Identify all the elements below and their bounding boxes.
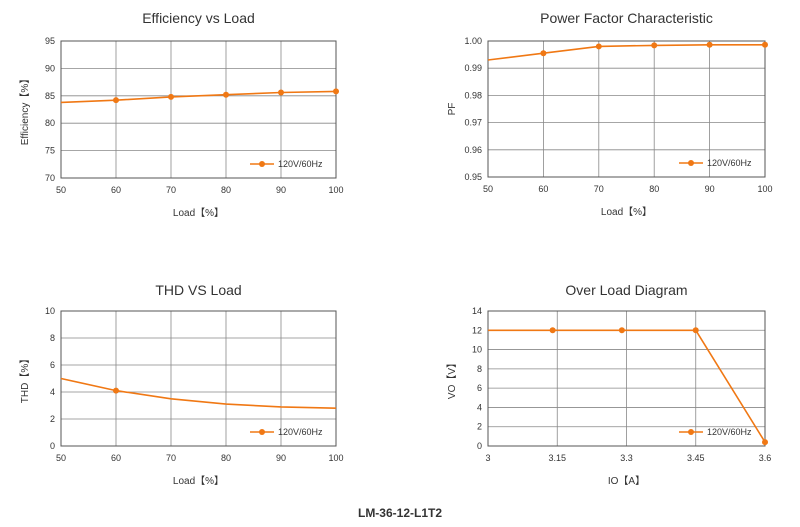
y-tick-label: 95 bbox=[45, 36, 55, 46]
x-tick-label: 3.15 bbox=[548, 453, 566, 463]
data-point bbox=[651, 42, 658, 49]
data-point bbox=[333, 88, 339, 95]
x-tick-label: 70 bbox=[166, 453, 176, 463]
y-tick-label: 80 bbox=[45, 118, 55, 128]
y-tick-label: 0.96 bbox=[464, 145, 482, 155]
x-tick-label: 50 bbox=[483, 184, 493, 194]
x-tick-label: 90 bbox=[276, 185, 286, 195]
y-tick-label: 6 bbox=[50, 360, 55, 370]
legend-label: 120V/60Hz bbox=[707, 158, 752, 168]
y-tick-label: 8 bbox=[50, 333, 55, 343]
y-axis-label: Efficiency【%】 bbox=[19, 74, 31, 146]
x-tick-label: 50 bbox=[56, 453, 66, 463]
x-tick-label: 90 bbox=[705, 184, 715, 194]
legend-marker bbox=[688, 160, 694, 166]
y-tick-label: 0.97 bbox=[464, 118, 482, 128]
y-tick-label: 0.99 bbox=[464, 63, 482, 73]
chart-title: Over Load Diagram bbox=[565, 282, 687, 298]
y-tick-label: 10 bbox=[45, 306, 55, 316]
x-tick-label: 100 bbox=[328, 185, 343, 195]
y-tick-label: 75 bbox=[45, 146, 55, 156]
legend-marker bbox=[259, 161, 265, 167]
plot-frame bbox=[60, 40, 337, 179]
y-axis-label: VO【V】 bbox=[446, 358, 458, 399]
y-tick-label: 0.95 bbox=[464, 172, 482, 182]
data-point bbox=[706, 41, 713, 48]
y-tick-label: 0.98 bbox=[464, 90, 482, 100]
data-point bbox=[762, 41, 768, 48]
data-point bbox=[692, 327, 699, 334]
x-axis-label: Load【%】 bbox=[173, 207, 224, 219]
x-tick-label: 70 bbox=[166, 185, 176, 195]
data-point bbox=[278, 89, 284, 96]
y-axis-label: PF bbox=[447, 103, 458, 116]
over-load-chart: Over Load Diagram 0 2 4 6 8 10 12 14 3 3.15 3.3 3.45… bbox=[446, 282, 771, 487]
x-tick-label: 50 bbox=[56, 185, 66, 195]
data-point bbox=[223, 91, 229, 98]
x-tick-label: 60 bbox=[538, 184, 548, 194]
y-tick-label: 10 bbox=[472, 345, 482, 355]
y-tick-label: 4 bbox=[477, 402, 482, 412]
data-point bbox=[595, 43, 602, 50]
x-axis-label: IO【A】 bbox=[608, 475, 645, 487]
plot-frame bbox=[487, 310, 766, 447]
data-point bbox=[540, 50, 547, 57]
y-tick-label: 90 bbox=[45, 63, 55, 73]
plot-frame bbox=[487, 40, 766, 178]
series-line bbox=[487, 43, 765, 61]
chart-title: THD VS Load bbox=[155, 282, 241, 298]
data-point bbox=[618, 327, 625, 334]
x-tick-label: 80 bbox=[221, 453, 231, 463]
legend-label: 120V/60Hz bbox=[278, 159, 323, 169]
series-line bbox=[60, 90, 337, 104]
chart-title: Efficiency vs Load bbox=[142, 10, 255, 26]
x-axis-label: Load【%】 bbox=[173, 475, 224, 487]
x-tick-label: 3.3 bbox=[620, 453, 633, 463]
x-tick-label: 80 bbox=[649, 184, 659, 194]
model-title: LM-36-12-L1T2 bbox=[357, 506, 443, 520]
legend-marker bbox=[259, 429, 265, 435]
data-point bbox=[113, 387, 119, 394]
y-tick-label: 85 bbox=[45, 91, 55, 101]
y-tick-label: 1.00 bbox=[464, 36, 482, 46]
y-axis-label: THD【%】 bbox=[19, 354, 31, 403]
chart-title: Power Factor Characteristic bbox=[540, 10, 713, 26]
x-tick-label: 100 bbox=[328, 453, 343, 463]
legend-label: 120V/60Hz bbox=[707, 427, 752, 437]
y-tick-label: 4 bbox=[50, 387, 55, 397]
thd-chart: THD VS Load 0 2 4 6 8 10 50 60 70 80 90 100 Load【%】 TH… bbox=[19, 282, 344, 487]
y-tick-label: 14 bbox=[472, 306, 482, 316]
y-tick-label: 2 bbox=[50, 414, 55, 424]
efficiency-chart: Efficiency vs Load 70 75 80 85 90 95 50 60 70 80 90… bbox=[19, 10, 344, 219]
x-tick-label: 100 bbox=[757, 184, 772, 194]
data-point bbox=[549, 327, 556, 334]
y-tick-label: 0 bbox=[477, 441, 482, 451]
legend-label: 120V/60Hz bbox=[278, 427, 323, 437]
x-tick-label: 60 bbox=[111, 185, 121, 195]
legend-marker bbox=[688, 429, 694, 435]
data-point bbox=[762, 439, 768, 446]
y-tick-label: 12 bbox=[472, 325, 482, 335]
series-line bbox=[60, 377, 337, 409]
x-tick-label: 60 bbox=[111, 453, 121, 463]
y-tick-label: 8 bbox=[477, 364, 482, 374]
x-tick-label: 70 bbox=[594, 184, 604, 194]
plot-frame bbox=[60, 310, 337, 447]
y-tick-label: 0 bbox=[50, 441, 55, 451]
y-tick-label: 2 bbox=[477, 422, 482, 432]
data-point bbox=[168, 93, 174, 100]
x-tick-label: 80 bbox=[221, 185, 231, 195]
power-factor-chart: Power Factor Characteristic 0.95 0.96 0.97 0… bbox=[447, 10, 773, 218]
y-tick-label: 6 bbox=[477, 383, 482, 393]
data-point bbox=[113, 97, 119, 104]
x-tick-label: 3 bbox=[485, 453, 490, 463]
x-tick-label: 3.6 bbox=[759, 453, 772, 463]
x-tick-label: 3.45 bbox=[687, 453, 705, 463]
x-tick-label: 90 bbox=[276, 453, 286, 463]
y-tick-label: 70 bbox=[45, 173, 55, 183]
x-axis-label: Load【%】 bbox=[601, 206, 652, 218]
